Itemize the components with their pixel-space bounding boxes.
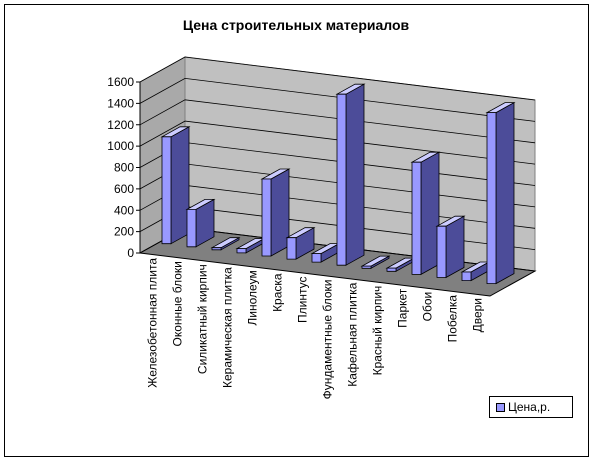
y-tick-label: 400: [114, 203, 134, 217]
legend: Цена,р.: [489, 396, 573, 418]
bar-front: [261, 178, 272, 257]
x-tick-label: Оконные блоки: [171, 261, 185, 346]
bar-side: [170, 126, 190, 245]
y-tick-label: 1600: [107, 75, 134, 89]
y-tick-label: 0: [127, 246, 134, 260]
bar-side: [345, 83, 365, 266]
bar-front: [386, 267, 397, 272]
bar-front: [336, 93, 347, 266]
bar: [285, 227, 316, 260]
x-tick-label: Красный кирпич: [371, 286, 385, 376]
bar-side: [420, 151, 440, 276]
bar-front: [361, 265, 372, 269]
bar: [360, 255, 391, 269]
y-tick-label: 200: [114, 225, 134, 239]
x-tick-label: Краска: [271, 273, 285, 312]
bar-front: [236, 248, 247, 254]
y-tick-label: 1400: [107, 96, 134, 110]
bar-front: [161, 136, 172, 245]
bar: [410, 151, 441, 276]
gridline: [139, 56, 536, 101]
x-tick-label: Побелка: [446, 295, 460, 343]
bar-front: [311, 253, 322, 263]
bar-side: [495, 101, 515, 285]
chart-title: Цена строительных материалов: [183, 17, 410, 33]
bar: [210, 237, 241, 251]
x-tick-label: Линолеум: [246, 270, 260, 325]
x-tick-label: Двери: [471, 298, 485, 332]
bar: [160, 126, 191, 245]
bar: [260, 168, 291, 257]
y-tick-label: 1200: [107, 118, 134, 132]
bar-front: [461, 271, 472, 282]
x-tick-label: Паркет: [396, 288, 410, 328]
x-tick-label: Обои: [421, 292, 435, 322]
bar: [335, 83, 366, 266]
gridline: [139, 77, 536, 122]
bar-front: [436, 225, 447, 278]
bar-front: [286, 237, 297, 260]
y-tick-label: 1000: [107, 139, 134, 153]
y-tick-label: 800: [114, 161, 134, 175]
y-tick-label: 600: [114, 182, 134, 196]
bar: [485, 101, 516, 285]
bar-front: [486, 112, 497, 285]
legend-swatch: [496, 402, 505, 412]
bar-front: [211, 247, 222, 251]
bar: [185, 198, 216, 248]
bar: [435, 215, 466, 279]
bar: [385, 257, 416, 272]
x-tick-label: Железобетонная плита: [146, 258, 160, 388]
x-tick-label: Плинтус: [296, 277, 310, 323]
gridline: [139, 120, 536, 165]
bar-front: [411, 161, 422, 275]
gridline: [139, 99, 536, 144]
bar-side: [270, 168, 290, 257]
x-tick-label: Керамическая плитка: [221, 267, 235, 388]
legend-label: Цена,р.: [508, 400, 551, 414]
x-tick-label: Силикатный кирпич: [196, 264, 210, 374]
bar-side: [445, 215, 465, 279]
bar-front: [186, 208, 197, 248]
x-tick-label: Фундаментные блоки: [321, 280, 335, 400]
x-tick-label: Кафельная плитка: [346, 282, 360, 386]
